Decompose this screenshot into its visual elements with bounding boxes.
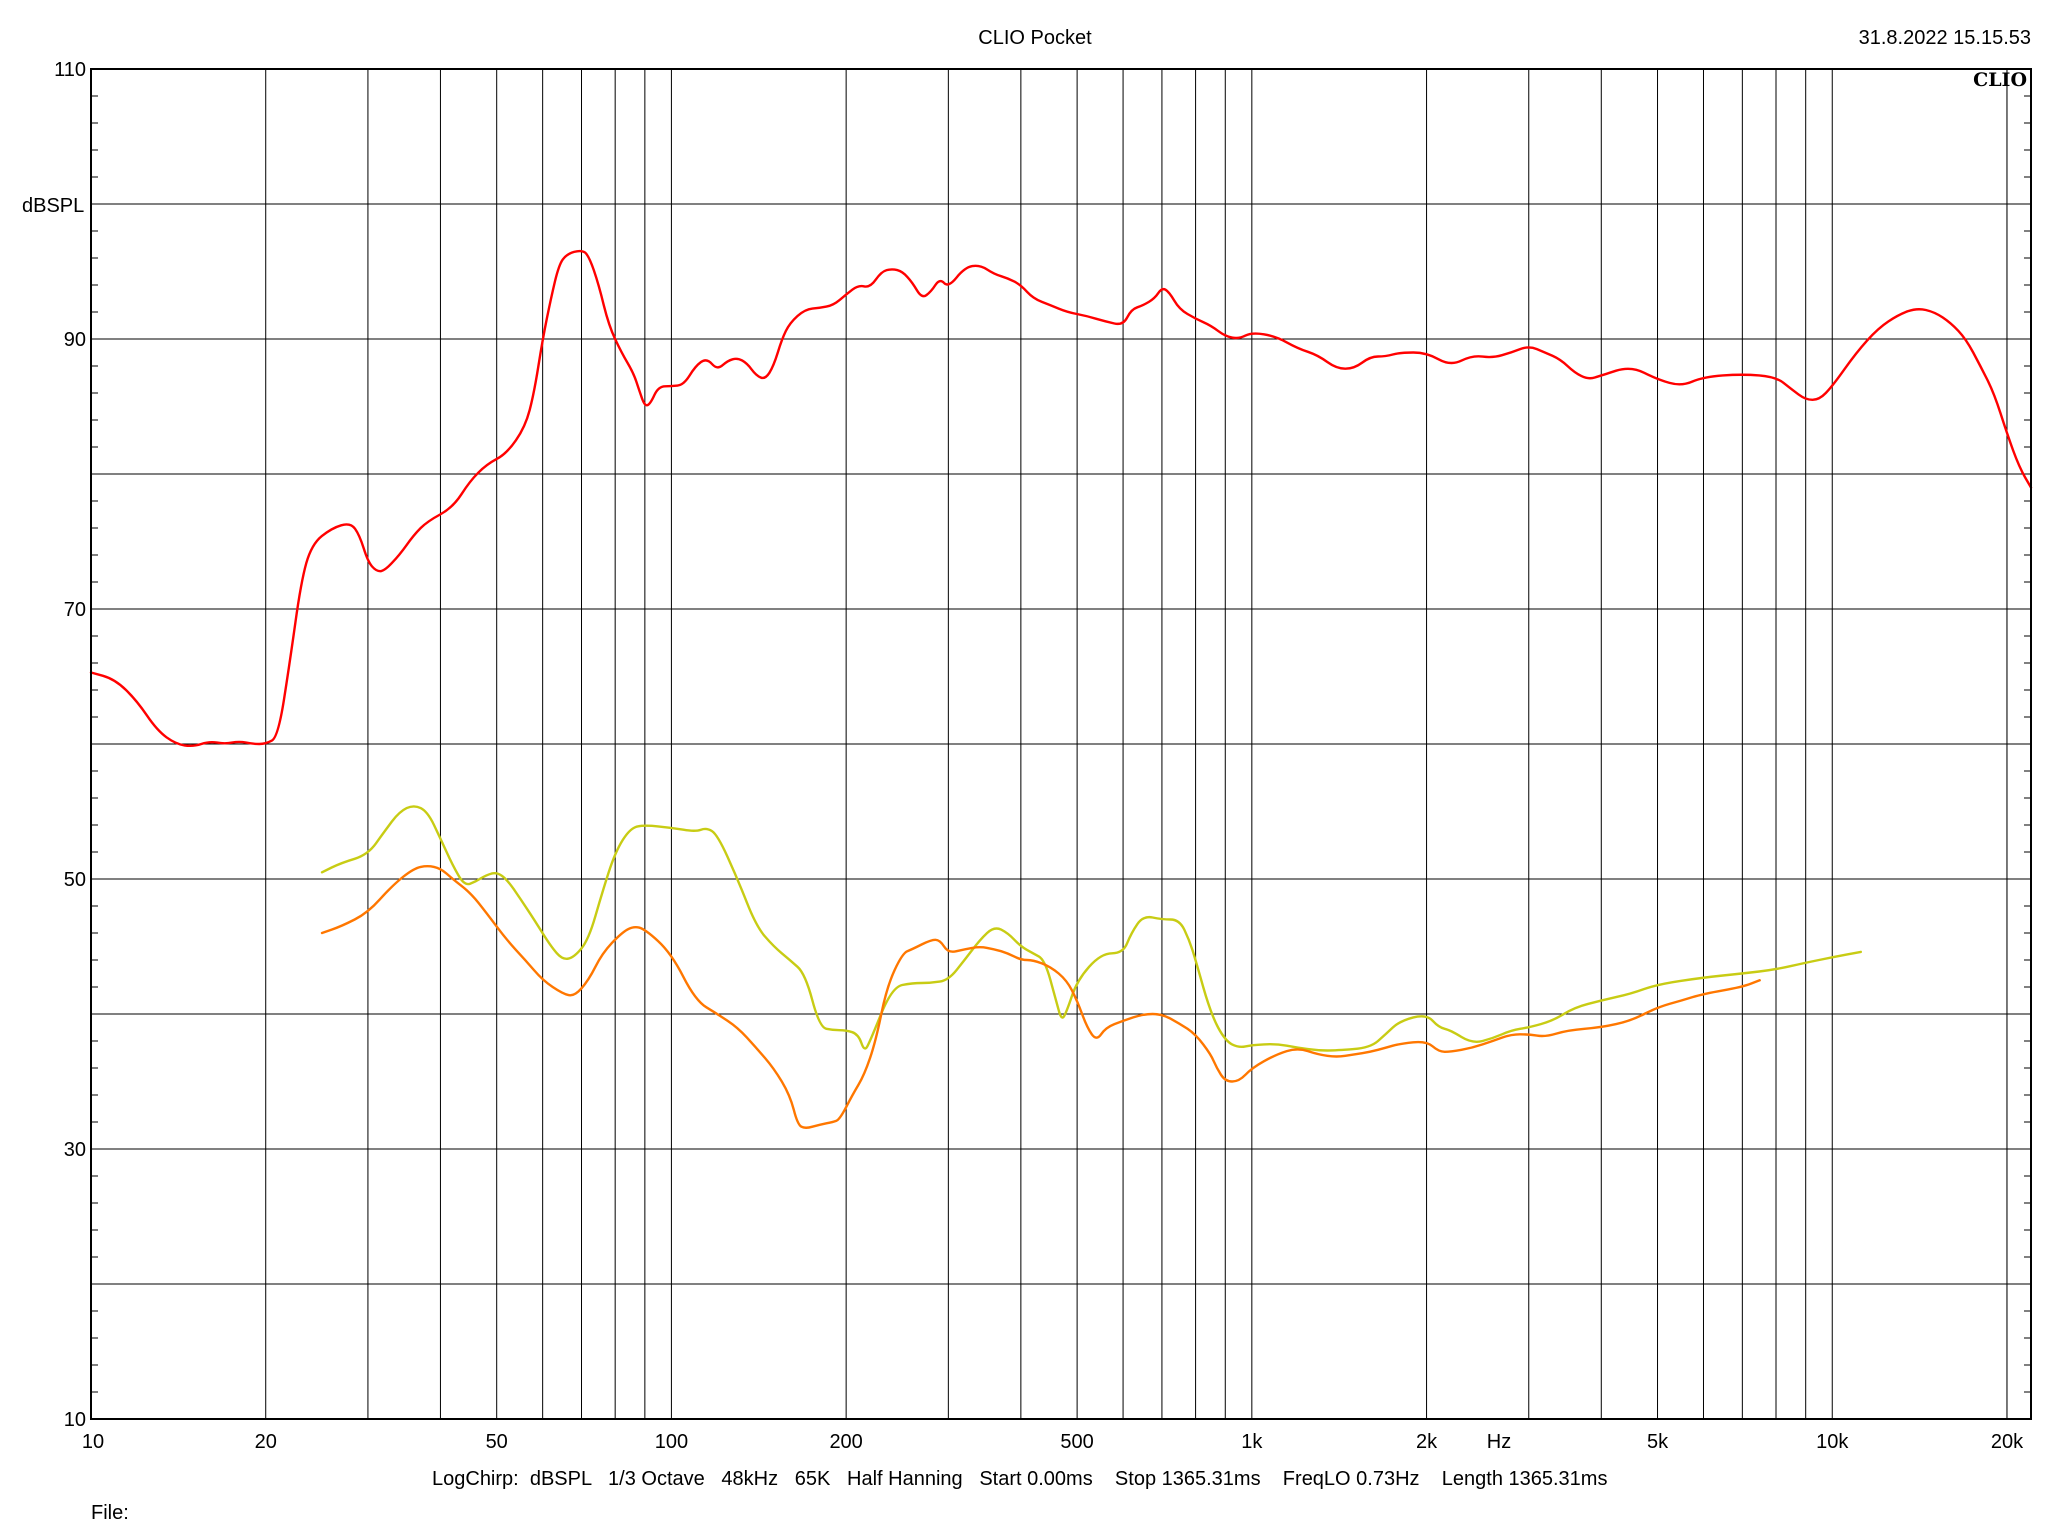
x-tick-label: 10k: [1816, 1431, 1849, 1453]
plot-frame: [90, 68, 2032, 1420]
x-tick-label: 2k: [1416, 1431, 1438, 1453]
x-tick-label: 5k: [1647, 1431, 1669, 1453]
clio-logo: CLIO: [1973, 69, 2027, 91]
series-line-2: [320, 805, 1862, 1052]
x-tick-label: 20: [255, 1431, 277, 1453]
x-tick-label: 50: [486, 1431, 508, 1453]
y-tick-label: 110: [54, 59, 86, 81]
file-label: File:: [91, 1502, 129, 1524]
measurement-settings: LogChirp: dBSPL 1/3 Octave 48kHz 65K Hal…: [432, 1468, 1607, 1490]
series-line-1: [89, 249, 2033, 748]
x-tick-label: 1k: [1241, 1431, 1263, 1453]
x-tick-label: 500: [1060, 1431, 1093, 1453]
y-tick-labels: 10 30 50 70 90 110: [54, 59, 86, 1431]
x-tick-labels: 10 20 50 100 200 500 1k 2k 5k 10k 20k: [82, 1431, 2024, 1453]
timestamp: 31.8.2022 15.15.53: [1859, 27, 2031, 49]
x-axis-label: Hz: [1487, 1431, 1511, 1453]
series-line-3: [320, 865, 1761, 1129]
grid: [91, 69, 2031, 1419]
y-axis-label: dBSPL: [22, 195, 84, 217]
y-tick-label: 70: [64, 599, 86, 621]
x-tick-label: 100: [655, 1431, 688, 1453]
y-tick-label: 30: [64, 1139, 86, 1161]
y-tick-label: 10: [64, 1409, 86, 1431]
y-tick-label: 90: [64, 329, 86, 351]
x-tick-label: 200: [829, 1431, 862, 1453]
x-tick-label: 20k: [1991, 1431, 2024, 1453]
series-layer: [89, 249, 2033, 1129]
y-tick-label: 50: [64, 869, 86, 891]
chart-title: CLIO Pocket: [978, 27, 1092, 49]
x-tick-label: 10: [82, 1431, 104, 1453]
